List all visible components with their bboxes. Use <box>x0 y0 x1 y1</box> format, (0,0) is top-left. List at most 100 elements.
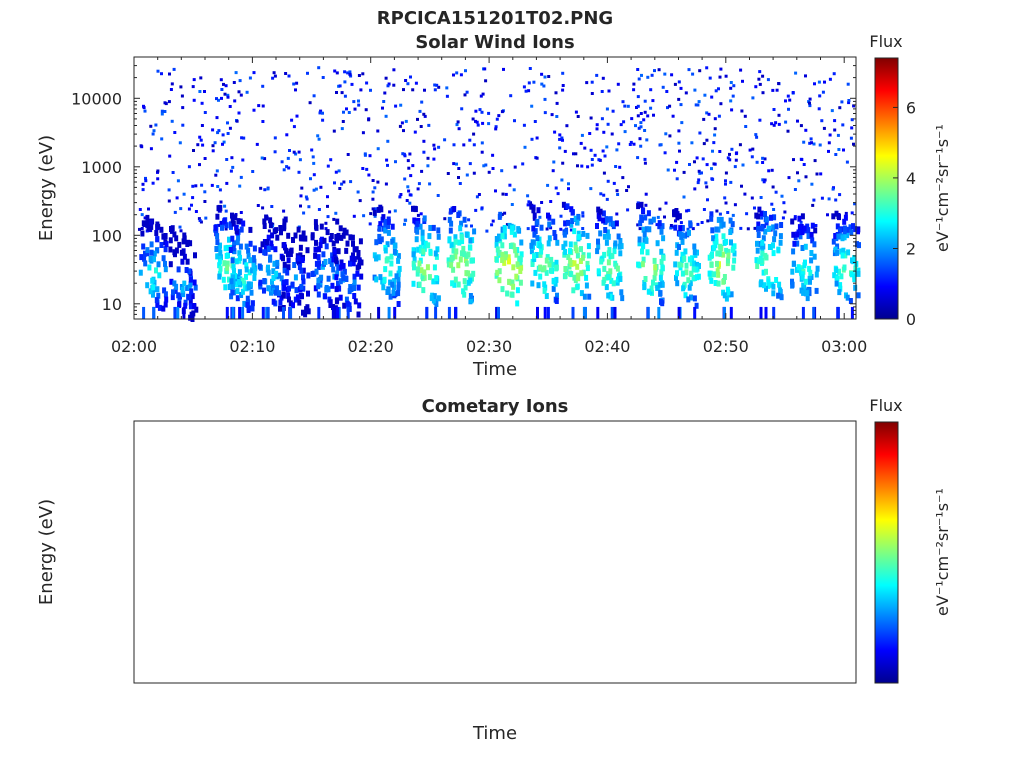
heatmap-cell <box>203 200 207 203</box>
heatmap-cell <box>740 109 744 113</box>
heatmap-cell <box>717 114 721 118</box>
heatmap-cell <box>771 224 776 231</box>
heatmap-cell <box>462 143 466 147</box>
heatmap-cell <box>297 259 301 266</box>
heatmap-cell <box>544 269 549 276</box>
heatmap-cell <box>222 217 227 224</box>
heatmap-cell <box>406 185 410 189</box>
heatmap-cell <box>637 126 641 130</box>
heatmap-cell <box>617 142 621 146</box>
heatmap-cell <box>630 117 634 121</box>
heatmap-cell <box>770 202 774 206</box>
heatmap-cell <box>673 224 678 231</box>
heatmap-cell <box>443 217 447 221</box>
heatmap-cell <box>659 143 663 147</box>
heatmap-cell <box>497 114 501 118</box>
heatmap-cell <box>420 273 425 280</box>
heatmap-cell <box>687 68 691 72</box>
heatmap-cell <box>589 116 593 120</box>
heatmap-cell <box>684 91 688 95</box>
heatmap-cell <box>415 270 420 277</box>
heatmap-cell <box>524 89 528 93</box>
heatmap-cell <box>299 283 304 290</box>
heatmap-cell <box>216 205 221 212</box>
heatmap-cell <box>344 296 349 303</box>
heatmap-cell <box>608 293 613 300</box>
heatmap-cell <box>278 305 282 312</box>
heatmap-cell <box>693 187 697 191</box>
heatmap-cell <box>660 223 665 230</box>
heatmap-cell <box>351 260 356 267</box>
heatmap-cell <box>576 275 581 282</box>
heatmap-cell <box>687 256 692 263</box>
heatmap-cell <box>703 93 707 97</box>
heatmap-cell <box>332 129 336 133</box>
heatmap-cell <box>573 241 578 248</box>
heatmap-cell <box>781 216 785 220</box>
heatmap-cell <box>808 101 811 105</box>
heatmap-cell <box>337 169 341 173</box>
heatmap-cell <box>791 231 796 238</box>
heatmap-cell <box>140 213 144 217</box>
heatmap-cell <box>731 94 735 98</box>
heatmap-cell <box>626 104 630 108</box>
heatmap-cell <box>830 109 834 113</box>
heatmap-cell <box>806 233 811 239</box>
heatmap-cell <box>191 85 195 89</box>
heatmap-cell <box>510 203 514 206</box>
heatmap-cell <box>599 192 603 196</box>
heatmap-cell <box>581 230 586 237</box>
heatmap-cell <box>560 136 564 140</box>
heatmap-cell <box>273 246 278 253</box>
heatmap-cell <box>217 258 222 265</box>
heatmap-cell <box>419 212 423 216</box>
heatmap-cell <box>845 160 849 164</box>
panel-cometary: Cometary Ions Time Energy (eV) Flux eV⁻¹… <box>36 396 952 744</box>
heatmap-cell <box>381 284 386 291</box>
heatmap-cell <box>716 280 721 287</box>
heatmap-cell <box>326 204 329 208</box>
heatmap-cell <box>401 152 405 156</box>
heatmap-cell <box>420 169 424 173</box>
heatmap-cell <box>776 246 781 253</box>
heatmap-cell <box>257 263 262 270</box>
heatmap-cell <box>312 188 316 192</box>
heatmap-cell <box>522 85 526 89</box>
heatmap-cell <box>228 126 232 130</box>
heatmap-cell <box>390 281 395 288</box>
heatmap-cell <box>639 125 643 129</box>
heatmap-cell <box>262 239 267 245</box>
heatmap-cell <box>808 141 812 145</box>
heatmap-cell <box>673 168 676 172</box>
heatmap-cell <box>675 270 679 277</box>
y-tick-label: 10000 <box>71 89 122 108</box>
heatmap-cell <box>586 165 590 169</box>
heatmap-cell <box>314 239 318 246</box>
heatmap-cell <box>697 178 701 182</box>
heatmap-cell <box>448 227 453 234</box>
heatmap-cell <box>155 286 160 293</box>
heatmap-cell <box>318 111 322 115</box>
heatmap-cell <box>176 266 181 273</box>
heatmap-cell <box>590 80 594 84</box>
heatmap-cell <box>706 219 710 223</box>
heatmap-cell <box>529 201 532 205</box>
heatmap-cell <box>450 280 455 287</box>
heatmap-cell <box>532 217 536 221</box>
heatmap-cell <box>390 223 395 230</box>
x-axis: 02:00 02:10 02:20 02:30 02:40 02:50 03:00 <box>111 57 867 356</box>
heatmap-cell <box>352 246 357 253</box>
heatmap-cell <box>470 224 473 228</box>
heatmap-cell <box>812 306 816 320</box>
heatmap-cell <box>521 162 525 166</box>
heatmap-cell <box>394 160 397 164</box>
heatmap-cell <box>658 281 663 288</box>
heatmap-cell <box>163 291 168 298</box>
heatmap-cell <box>224 227 228 231</box>
heatmap-cell <box>538 215 542 219</box>
heatmap-cell <box>269 244 274 251</box>
heatmap-cell <box>156 69 160 73</box>
y-tick-label: 1000 <box>81 158 122 177</box>
heatmap-cell <box>632 88 636 92</box>
heatmap-cell <box>457 176 460 179</box>
